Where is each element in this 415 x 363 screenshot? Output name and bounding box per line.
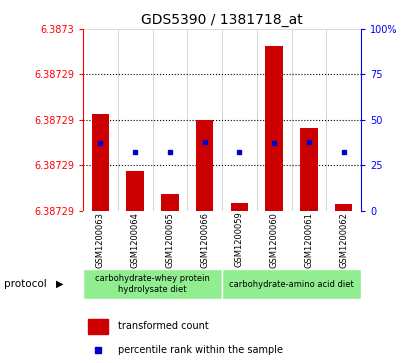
Text: GSM1200065: GSM1200065	[166, 212, 174, 268]
Text: carbohydrate-whey protein
hydrolysate diet: carbohydrate-whey protein hydrolysate di…	[95, 274, 210, 294]
Text: protocol: protocol	[4, 279, 47, 289]
Bar	[118, 29, 153, 211]
Bar	[326, 29, 361, 211]
Bar	[83, 29, 118, 211]
Bar	[153, 29, 187, 211]
Text: GSM1200064: GSM1200064	[131, 212, 139, 268]
Text: GSM1200059: GSM1200059	[235, 212, 244, 268]
Bar	[127, 171, 144, 211]
Bar	[83, 269, 222, 299]
Bar	[196, 120, 213, 211]
Text: GSM1200061: GSM1200061	[305, 212, 313, 268]
Bar	[161, 193, 178, 211]
Bar	[222, 29, 257, 211]
Bar	[300, 128, 317, 211]
Text: carbohydrate-amino acid diet: carbohydrate-amino acid diet	[229, 280, 354, 289]
Text: ▶: ▶	[56, 279, 63, 289]
Bar	[187, 29, 222, 211]
Text: transformed count: transformed count	[118, 321, 209, 331]
Bar	[231, 203, 248, 211]
Bar	[92, 114, 109, 211]
Bar	[291, 29, 326, 211]
Bar	[257, 29, 292, 211]
Bar	[222, 269, 361, 299]
Bar	[88, 319, 108, 334]
Title: GDS5390 / 1381718_at: GDS5390 / 1381718_at	[141, 13, 303, 26]
Bar	[266, 46, 283, 211]
Text: GSM1200066: GSM1200066	[200, 212, 209, 268]
Text: GSM1200060: GSM1200060	[270, 212, 278, 268]
Text: percentile rank within the sample: percentile rank within the sample	[118, 345, 283, 355]
Bar	[335, 204, 352, 211]
Text: GSM1200062: GSM1200062	[339, 212, 348, 268]
Text: GSM1200063: GSM1200063	[96, 212, 105, 268]
